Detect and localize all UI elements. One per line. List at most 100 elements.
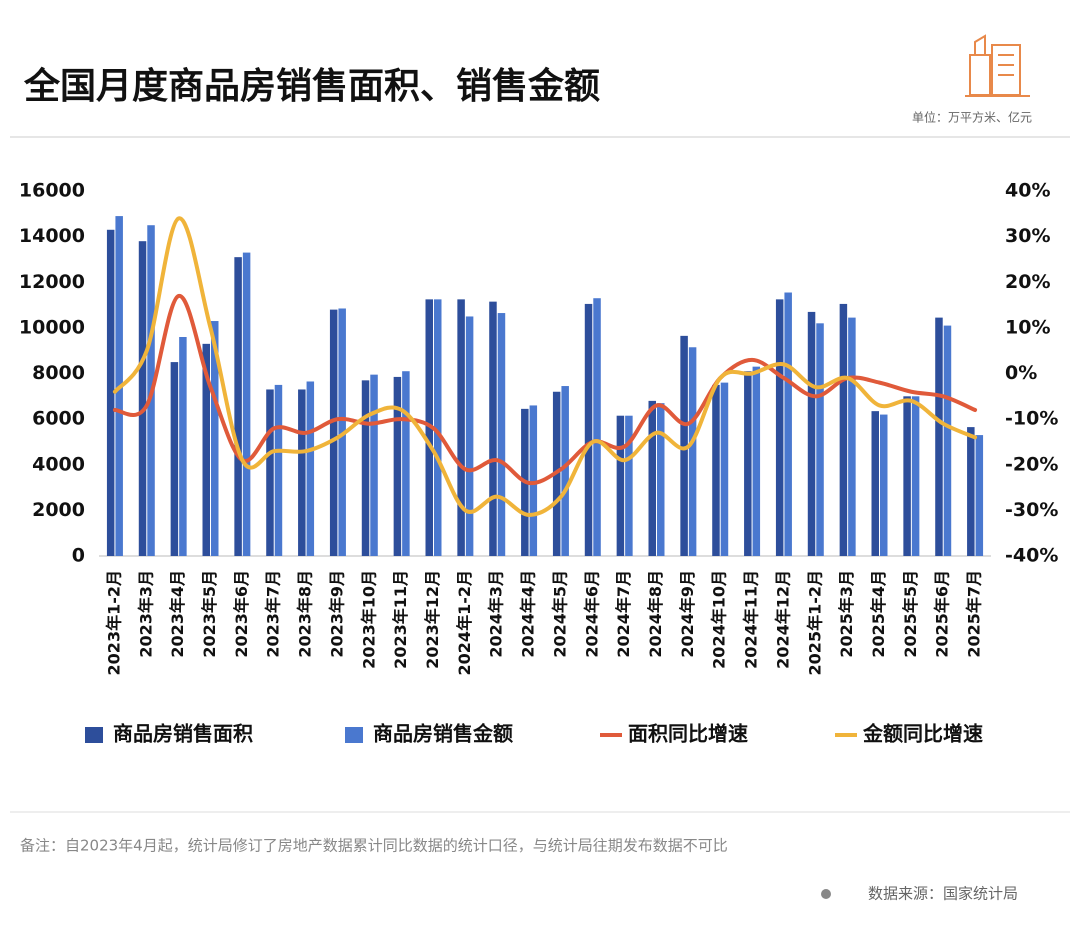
x-tick-label: 2024年6月 [582,570,601,658]
x-tick-label: 2024年1-2月 [455,570,474,675]
y2-tick-label: 20% [1005,271,1050,293]
bar [529,405,538,556]
bar [625,415,633,556]
x-tick-label: 2024年12月 [773,570,792,669]
x-tick-label: 2024年3月 [487,570,506,658]
x-tick-label: 2023年12月 [423,570,442,669]
bar [816,323,824,556]
bar [616,415,625,556]
bar [329,309,338,556]
x-tick-label: 2024年4月 [519,570,538,658]
bar [242,252,251,556]
y2-tick-label: 30% [1005,225,1050,247]
bar [234,257,242,556]
x-tick-label: 2023年3月 [136,570,155,658]
chart-title: 全国月度商品房销售面积、销售金额 [23,65,600,107]
bar [880,414,888,556]
bar [752,366,761,556]
x-tick-label: 2023年7月 [264,570,283,658]
x-tick-label: 2023年6月 [232,570,251,658]
x-tick-label: 2025年5月 [901,570,920,658]
legend-label: 金额同比增速 [862,722,983,746]
bar [361,380,370,556]
bar [266,389,274,556]
logo-icon [965,34,1030,97]
x-tick-label: 2025年3月 [837,570,856,658]
y2-tick-label: 0% [1005,362,1037,384]
x-tick-label: 2023年9月 [327,570,346,658]
bar [465,316,474,556]
bar [202,343,210,556]
y-tick-label: 4000 [32,453,85,475]
line [112,216,978,517]
bar [170,362,179,556]
y2-tick-label: 40% [1005,180,1050,202]
bar [807,311,816,556]
bar [434,299,442,556]
bar [935,317,943,556]
bar [393,376,402,556]
bar [211,321,219,556]
bar [712,384,720,556]
bar [967,427,975,556]
source: 数据来源：国家统计局 [868,885,1018,903]
x-tick-label: 2023年10月 [359,570,378,669]
x-tick-label: 2024年9月 [678,570,697,658]
y-tick-label: 10000 [19,316,85,338]
y2-tick-label: -10% [1005,408,1058,430]
bar [848,317,856,556]
bar [744,371,752,556]
x-tick-label: 2023年1-2月 [104,570,123,675]
x-tick-label: 2024年10月 [710,570,729,669]
y-tick-label: 6000 [32,408,85,430]
bar [839,303,848,556]
x-tick-label: 2024年5月 [550,570,569,658]
y2-tick-label: -20% [1005,453,1058,475]
bar [561,386,569,556]
bar [657,403,665,556]
bar [179,337,187,556]
x-tick-label: 2025年4月 [869,570,888,658]
y-tick-label: 12000 [19,271,85,293]
legend-swatch [345,727,363,743]
legend-label: 面积同比增速 [628,722,748,746]
bar [943,325,952,556]
y-tick-label: 2000 [32,499,85,521]
x-tick-label: 2024年11月 [742,570,761,669]
bar [138,241,147,556]
bar [274,384,283,556]
bar [784,292,792,556]
bar [775,299,784,556]
x-tick-label: 2023年11月 [391,570,410,669]
bar [497,313,506,556]
y-tick-label: 8000 [32,362,85,384]
bar [298,389,306,556]
x-tick-label: 2024年7月 [614,570,633,658]
legend-label: 商品房销售面积 [113,722,253,746]
bar [648,400,656,556]
bar [584,303,593,556]
bar [975,435,984,556]
y2-tick-label: -30% [1005,499,1058,521]
bar [688,347,697,556]
note: 备注：自2023年4月起，统计局修订了房地产数据累计同比数据的统计口径，与统计局… [20,837,728,855]
x-tick-label: 2025年1-2月 [805,570,824,675]
bar [370,374,378,556]
x-tick-label: 2023年4月 [168,570,187,658]
unit-label: 单位：万平方米、亿元 [912,110,1032,125]
x-tick-label: 2024年8月 [646,570,665,658]
bar [871,411,879,556]
y-tick-label: 14000 [19,225,85,247]
y-tick-label: 0 [72,545,85,567]
bar [402,371,410,556]
bullet [821,889,831,899]
y-tick-label: 16000 [19,180,85,202]
bar [911,396,920,556]
bar [306,381,315,556]
bar [720,382,729,556]
bar [457,299,465,556]
bar [680,335,688,556]
bar [903,396,911,556]
y2-tick-label: -40% [1005,545,1058,567]
